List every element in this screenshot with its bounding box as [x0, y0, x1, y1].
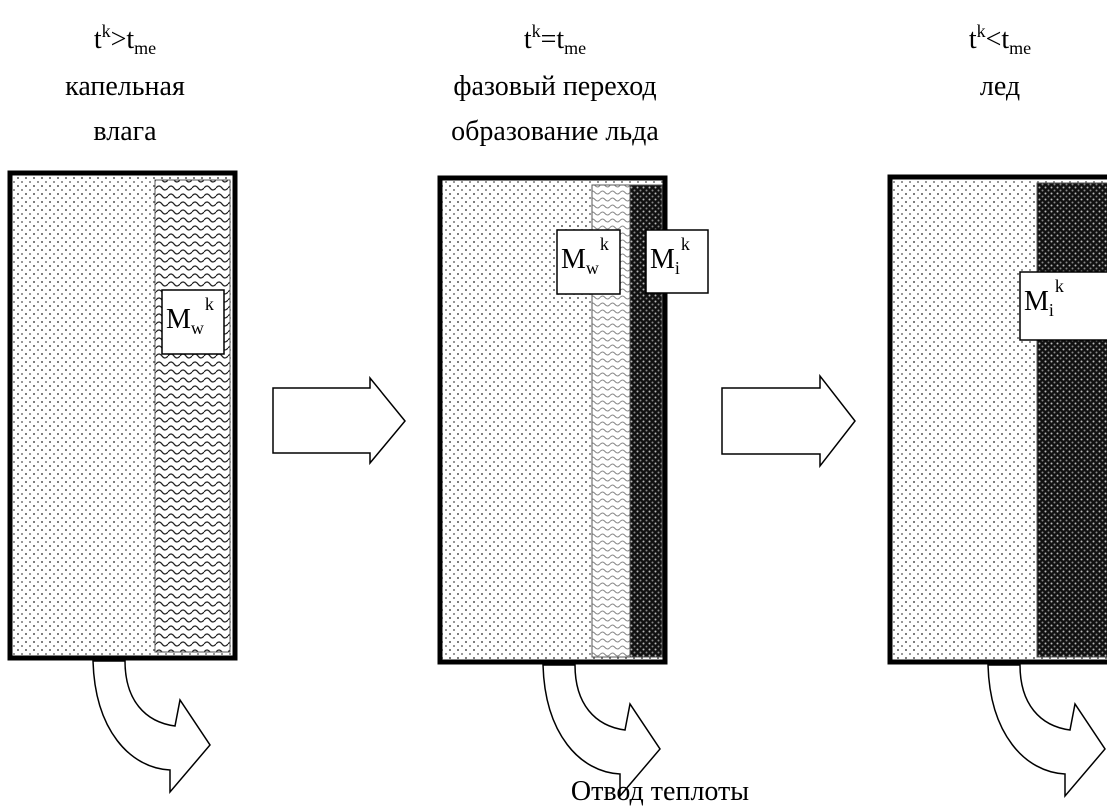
- mass-sub: w: [586, 258, 599, 278]
- diagram: tk>tmeкапельнаявлагаMwktk=tmeфазовый пер…: [0, 0, 1107, 812]
- mass-sub: i: [1049, 300, 1054, 320]
- condition-sub: me: [134, 38, 156, 58]
- state-label: фазовый переход: [453, 71, 656, 102]
- heat-arrow: [988, 665, 1105, 796]
- mass-base: M: [650, 244, 675, 275]
- heat-arrow: [93, 661, 210, 792]
- right-arrow: [273, 378, 405, 463]
- mass-base: M: [561, 244, 586, 275]
- mass-sup: k: [1055, 276, 1064, 296]
- state-label: влага: [93, 116, 157, 147]
- condition: tk=tme: [524, 21, 586, 58]
- mass-sub: i: [675, 258, 680, 278]
- layer: [155, 180, 230, 652]
- page: {"panels":[ {"condition":{"var":"t","sup…: [0, 0, 1107, 812]
- condition-sup: k: [532, 21, 541, 41]
- state-label: капельная: [65, 71, 185, 102]
- condition-sup: k: [102, 21, 111, 41]
- mass-base: M: [1024, 286, 1049, 317]
- mass-base: M: [166, 304, 191, 335]
- mass-sub: w: [191, 318, 204, 338]
- condition: tk>tme: [94, 21, 156, 58]
- footer: Отвод теплоты: [571, 776, 749, 807]
- condition: tk<tme: [969, 21, 1031, 58]
- condition-sup: k: [977, 21, 986, 41]
- state-label: образование льда: [451, 116, 659, 147]
- layer: [1037, 183, 1107, 657]
- mass-sup: k: [681, 234, 690, 254]
- right-arrow: [722, 376, 855, 466]
- condition-sub: me: [564, 38, 586, 58]
- mass-sup: k: [205, 294, 214, 314]
- condition-sub: me: [1009, 38, 1031, 58]
- condition-op: >: [111, 24, 127, 55]
- condition-op: <: [986, 24, 1002, 55]
- state-label: лед: [980, 71, 1020, 102]
- condition-op: =: [541, 24, 557, 55]
- mass-sup: k: [600, 234, 609, 254]
